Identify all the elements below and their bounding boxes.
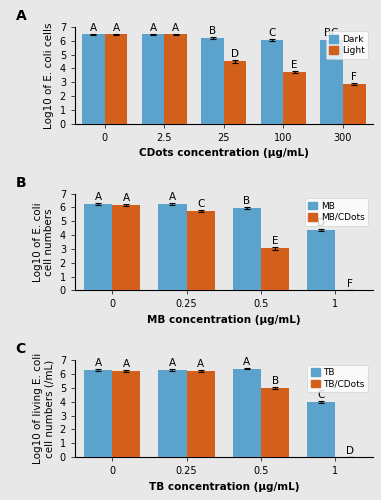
X-axis label: MB concentration (μg/mL): MB concentration (μg/mL) xyxy=(147,315,301,325)
Bar xyxy=(158,370,187,457)
Bar xyxy=(233,368,261,457)
Bar xyxy=(261,248,289,290)
Bar xyxy=(84,204,112,290)
Text: D: D xyxy=(231,50,239,59)
Text: B: B xyxy=(272,376,279,386)
Text: A: A xyxy=(243,356,250,366)
Legend: MB, MB/CDots: MB, MB/CDots xyxy=(304,198,368,226)
Text: C: C xyxy=(268,28,276,38)
Text: F: F xyxy=(351,72,357,82)
Bar xyxy=(187,211,215,290)
Text: A: A xyxy=(149,23,157,33)
Y-axis label: Log10 of E. coli cells: Log10 of E. coli cells xyxy=(44,22,54,128)
Legend: Dark, Light: Dark, Light xyxy=(325,32,368,59)
Bar xyxy=(142,34,164,124)
Bar xyxy=(320,40,343,123)
X-axis label: TB concentration (μg/mL): TB concentration (μg/mL) xyxy=(149,482,299,492)
Text: A: A xyxy=(90,23,97,33)
Text: A: A xyxy=(94,192,102,202)
Text: A: A xyxy=(123,358,130,368)
Text: C: C xyxy=(16,342,26,356)
Text: A: A xyxy=(197,358,204,368)
Legend: TB, TB/CDots: TB, TB/CDots xyxy=(307,364,368,392)
Bar xyxy=(224,62,247,124)
X-axis label: CDots concentration (μg/mL): CDots concentration (μg/mL) xyxy=(139,148,309,158)
Y-axis label: Log10 of living E. coli
cell numbers (/mL): Log10 of living E. coli cell numbers (/m… xyxy=(32,353,54,465)
Text: D: D xyxy=(317,218,325,228)
Text: C: C xyxy=(197,199,205,209)
Text: BC: BC xyxy=(324,28,339,38)
Text: B: B xyxy=(209,26,216,36)
Y-axis label: Log10 of E. coli
cell numbers: Log10 of E. coli cell numbers xyxy=(32,202,54,282)
Bar xyxy=(307,230,335,290)
Bar xyxy=(84,370,112,457)
Bar xyxy=(283,72,306,124)
Text: A: A xyxy=(112,23,120,33)
Bar xyxy=(112,204,141,290)
Bar xyxy=(112,370,141,457)
Text: E: E xyxy=(272,236,279,246)
Bar xyxy=(261,388,289,457)
Text: A: A xyxy=(94,358,102,368)
Text: B: B xyxy=(243,196,250,206)
Text: B: B xyxy=(16,176,26,190)
Bar xyxy=(307,402,335,457)
Bar xyxy=(201,38,224,123)
Bar xyxy=(164,34,187,124)
Text: D: D xyxy=(346,446,354,456)
Bar xyxy=(233,208,261,290)
Text: A: A xyxy=(169,192,176,202)
Bar xyxy=(187,370,215,457)
Bar xyxy=(343,84,365,124)
Bar xyxy=(82,34,105,124)
Text: A: A xyxy=(16,9,26,23)
Text: E: E xyxy=(291,60,298,70)
Text: C: C xyxy=(318,390,325,400)
Bar xyxy=(105,34,127,124)
Bar xyxy=(158,204,187,290)
Text: A: A xyxy=(172,23,179,33)
Text: F: F xyxy=(347,280,352,289)
Text: A: A xyxy=(123,192,130,202)
Bar xyxy=(261,40,283,123)
Text: A: A xyxy=(169,358,176,368)
